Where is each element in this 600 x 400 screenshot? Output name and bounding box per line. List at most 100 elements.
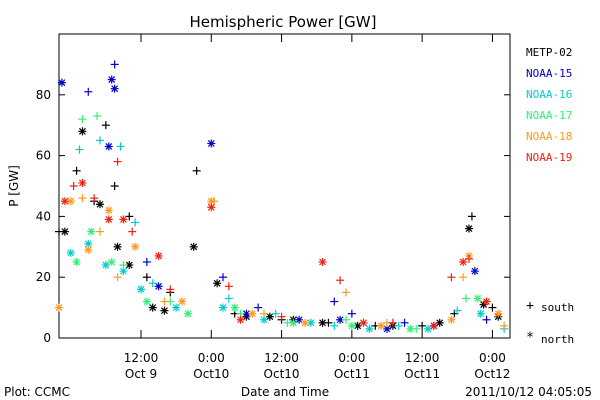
- x-tick-label-date: Oct 9: [125, 367, 157, 381]
- legend-entry-noaa-16: NOAA-16: [526, 88, 572, 101]
- south-point: [467, 212, 476, 221]
- south-point: [500, 321, 509, 330]
- north-point: [207, 139, 216, 148]
- north-point: [301, 318, 309, 327]
- legend-entry-noaa-17: NOAA-17: [526, 109, 572, 122]
- marker-legend-label: south: [541, 301, 574, 314]
- south-point: [330, 297, 339, 306]
- plot-credit: Plot: CCMC: [4, 385, 70, 399]
- north-point: [435, 318, 444, 327]
- y-axis: 0 20 40 60 80: [36, 88, 510, 345]
- north-point: [429, 321, 438, 330]
- chart-title: Hemispheric Power [GW]: [190, 13, 377, 31]
- north-point: [465, 224, 473, 233]
- x-axis-label: Date and Time: [241, 385, 329, 399]
- south-point: [75, 145, 84, 154]
- north-point: [137, 285, 145, 294]
- north-point: [207, 203, 216, 212]
- marker-legend-symbol: +: [526, 299, 534, 314]
- south-point: [224, 294, 233, 303]
- south-point: [347, 309, 356, 318]
- north-point: [66, 248, 75, 257]
- south-point: [78, 194, 87, 203]
- plot-area: [58, 33, 511, 339]
- south-point: [418, 321, 427, 330]
- north-point: [230, 303, 239, 312]
- north-point: [154, 251, 163, 260]
- north-point: [377, 321, 386, 330]
- north-point: [482, 297, 491, 306]
- plot-timestamp: 2011/10/12 04:05:05: [465, 385, 592, 399]
- south-point: [116, 142, 125, 151]
- south-point: [148, 279, 157, 288]
- x-tick-label-time: 0:00: [479, 351, 506, 365]
- south-point: [462, 294, 471, 303]
- north-point: [172, 303, 181, 312]
- marker-legend: + south * north: [526, 299, 574, 347]
- south-point: [90, 194, 99, 203]
- north-point: [113, 242, 122, 251]
- north-point: [57, 78, 66, 87]
- north-point: [78, 178, 87, 187]
- x-tick-label-date: Oct10: [264, 367, 300, 381]
- x-axis: 12:00 Oct 9 0:00 Oct10 12:00 Oct10 0:00 Oct11 12…: [124, 34, 510, 381]
- south-point: [72, 166, 81, 175]
- north-point: [78, 127, 87, 136]
- south-point: [219, 273, 227, 282]
- south-point: [166, 285, 175, 294]
- north-point: [183, 309, 192, 318]
- south-point: [192, 166, 201, 175]
- legend-entry-noaa-15: NOAA-15: [526, 67, 572, 80]
- north-point: [160, 306, 169, 315]
- north-point: [72, 258, 81, 266]
- north-point: [289, 318, 298, 327]
- y-tick-label: 40: [36, 209, 51, 223]
- north-point: [107, 258, 116, 266]
- south-point: [459, 273, 468, 282]
- marker-legend-label: north: [541, 333, 574, 346]
- series-metp-02: [55, 121, 503, 330]
- south-point: [69, 182, 78, 190]
- north-point: [189, 242, 198, 251]
- south-point: [84, 87, 93, 96]
- north-point: [265, 312, 274, 321]
- south-point: [388, 318, 397, 327]
- south-point: [128, 227, 137, 236]
- south-point: [342, 315, 350, 324]
- north-point: [336, 315, 345, 324]
- north-point: [119, 267, 128, 276]
- north-point: [494, 309, 503, 318]
- north-point: [476, 309, 485, 318]
- legend: METP-02 NOAA-15 NOAA-16 NOAA-17 NOAA-18 NOAA-…: [526, 46, 572, 164]
- south-point: [113, 273, 122, 282]
- north-point: [60, 197, 69, 206]
- north-point: [178, 297, 186, 306]
- north-point: [383, 324, 391, 333]
- south-point: [453, 306, 462, 315]
- x-tick-label-date: Oct11: [334, 367, 370, 381]
- north-point: [142, 297, 151, 306]
- north-point: [60, 227, 69, 236]
- south-point: [160, 297, 169, 306]
- north-point: [87, 227, 96, 236]
- south-point: [482, 315, 491, 324]
- north-point: [406, 324, 415, 333]
- south-point: [96, 227, 104, 236]
- south-point: [110, 182, 119, 190]
- south-point: [447, 273, 456, 282]
- plot-frame: [58, 33, 511, 339]
- marker-legend-symbol: *: [526, 331, 534, 346]
- north-point: [104, 215, 113, 224]
- south-point: [400, 318, 409, 327]
- x-tick-label-time: 0:00: [198, 351, 225, 365]
- x-tick-label-date: Oct11: [404, 367, 440, 381]
- series-noaa-19: [60, 157, 491, 330]
- y-axis-label: P [GW]: [7, 165, 21, 207]
- north-point: [424, 324, 432, 333]
- north-point: [101, 261, 110, 270]
- north-point: [107, 75, 116, 84]
- south-point: [254, 303, 263, 312]
- north-point: [318, 318, 327, 327]
- south-point: [330, 321, 339, 330]
